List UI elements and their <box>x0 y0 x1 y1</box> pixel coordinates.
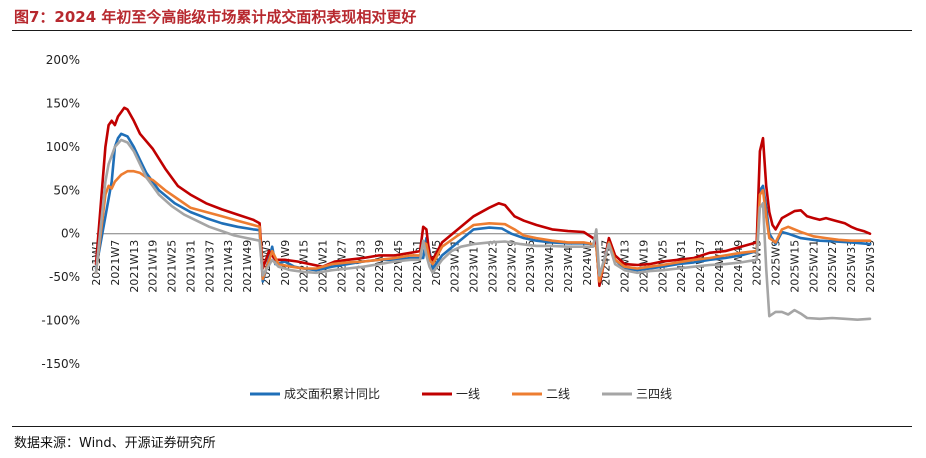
y-tick-label: -50% <box>49 270 80 284</box>
source-note: 数据来源：Wind、开源证券研究所 <box>14 436 216 451</box>
x-tick-label: 2022W45 <box>392 240 405 293</box>
legend-label-3: 三四线 <box>636 387 672 401</box>
series-lines <box>94 106 872 321</box>
x-tick-label: 2025W15 <box>788 240 801 293</box>
line-chart: -150%-100%-50%0%50%100%150%200% 2021W1 20… <box>41 53 877 401</box>
x-tick-label: 2025W9 <box>770 240 783 286</box>
y-axis: -150% -100% -50% 0% 50% 100% 150% 200% <box>41 53 870 371</box>
title-rule <box>12 30 912 31</box>
x-tick-label: 2024W31 <box>675 240 688 293</box>
y-tick-label: 50% <box>53 183 80 197</box>
legend-label-2: 二线 <box>546 387 570 401</box>
x-tick-label: 2021W31 <box>184 240 197 293</box>
x-tick-label: 2023W11 <box>449 240 462 293</box>
legend-label-1: 一线 <box>456 387 480 401</box>
x-tick-label: 2021W19 <box>147 240 160 293</box>
x-tick-label: 2024W43 <box>713 240 726 293</box>
x-tick-label: 2023W17 <box>468 240 481 293</box>
legend: 成交面积累计同比 一线 二线 三四线 <box>250 386 672 401</box>
x-tick-label: 2023W41 <box>543 240 556 293</box>
y-tick-label: -100% <box>41 314 80 328</box>
x-tick-label: 2025W21 <box>807 240 820 293</box>
y-tick-label: 100% <box>46 140 80 154</box>
x-tick-label: 2024W1 <box>581 240 594 286</box>
x-tick-label: 2023W47 <box>562 240 575 293</box>
x-tick-label: 2021W13 <box>128 240 141 293</box>
x-tick-label: 2023W35 <box>524 240 537 293</box>
x-tick-label: 2021W49 <box>241 240 254 293</box>
x-tick-label: 2023W23 <box>486 240 499 293</box>
x-tick-label: 2025W27 <box>826 240 839 293</box>
x-tick-label: 2024W19 <box>637 240 650 293</box>
x-tick-label: 2022W39 <box>373 240 386 293</box>
source-rule <box>12 426 912 427</box>
y-tick-label: -150% <box>41 357 80 371</box>
x-tick-label: 2025W33 <box>845 240 858 293</box>
legend-label-0: 成交面积累计同比 <box>284 386 380 401</box>
x-tick-label: 2021W37 <box>203 240 216 293</box>
series-line-2 <box>94 169 872 283</box>
y-tick-label: 200% <box>46 53 80 67</box>
series-line-1 <box>94 106 872 288</box>
x-tick-label: 2022W15 <box>298 240 311 293</box>
x-tick-label: 2023W29 <box>505 240 518 293</box>
x-tick-label: 2025W39 <box>864 240 877 293</box>
x-axis: 2021W1 2021W7 2021W13 2021W19 2021W25 2021W31… <box>90 240 877 293</box>
x-tick-label: 2021W25 <box>166 240 179 293</box>
x-tick-label: 2021W7 <box>109 240 122 286</box>
x-tick-label: 2021W43 <box>222 240 235 293</box>
y-tick-label: 150% <box>46 96 80 110</box>
chart-title: 图7：2024 年初至今高能级市场累计成交面积表现相对更好 <box>14 8 417 26</box>
series-line-3 <box>94 138 872 321</box>
y-tick-label: 0% <box>61 227 80 241</box>
